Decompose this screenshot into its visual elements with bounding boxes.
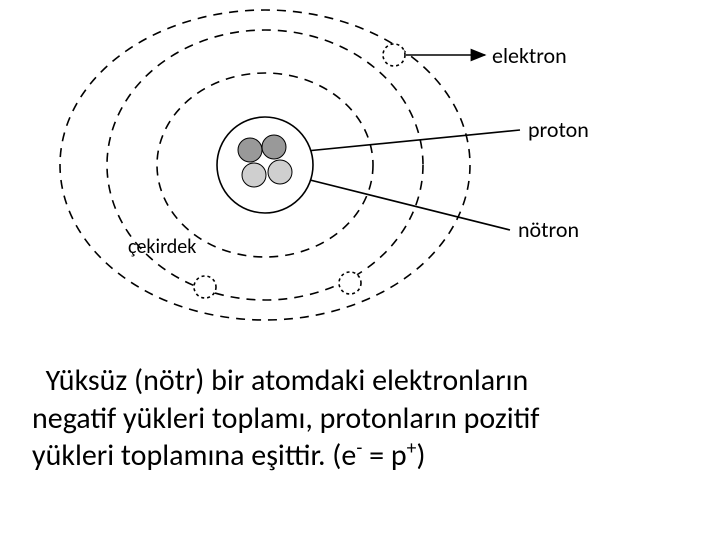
desc-line-3c: ) (416, 437, 425, 474)
desc-line-3a: yükleri toplamına eşittir. (e (32, 437, 356, 474)
desc-sup-plus: + (407, 436, 417, 460)
proton (262, 135, 286, 159)
slide: elektron proton nötron çekirdek Yüksüz (nöt… (0, 0, 720, 540)
callout-line (290, 175, 510, 230)
nucleus-label: çekirdek (128, 235, 196, 259)
atom-diagram: elektron proton nötron çekirdek (40, 5, 660, 335)
callout-label: elektron (492, 42, 567, 69)
electron (339, 272, 361, 294)
desc-line-3b: = p (362, 437, 406, 474)
callout-label: nötron (518, 216, 579, 243)
electron (194, 276, 216, 298)
electron (383, 44, 405, 66)
callout-label: proton (528, 116, 589, 143)
neutron (242, 163, 266, 187)
description-text: Yüksüz (nötr) bir atomdaki elektronların… (32, 362, 652, 475)
neutron (268, 160, 292, 184)
proton (238, 138, 262, 162)
desc-line-1: Yüksüz (nötr) bir atomdaki elektronların (32, 362, 652, 400)
callout-line (286, 130, 520, 153)
atom-svg: elektron proton nötron çekirdek (40, 5, 660, 335)
nucleus-boundary (217, 117, 313, 213)
desc-line-2: negatif yükleri toplamı, protonların poz… (32, 400, 652, 438)
desc-line-3: yükleri toplamına eşittir. (e- = p+) (32, 437, 652, 475)
